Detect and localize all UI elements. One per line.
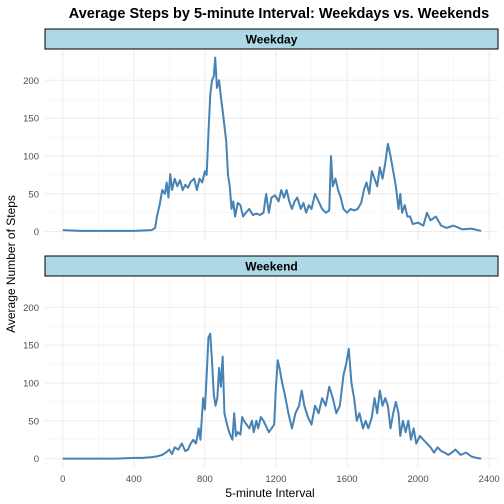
x-tick-label: 1200	[265, 474, 286, 485]
y-tick-label: 200	[23, 303, 39, 314]
x-tick-label: 0	[60, 474, 65, 485]
y-tick-label: 200	[23, 76, 39, 87]
x-tick-label: 1600	[336, 474, 357, 485]
x-tick-label: 800	[197, 474, 213, 485]
y-tick-label: 100	[23, 378, 39, 389]
y-tick-label: 0	[34, 454, 39, 465]
y-axis-label: Average Number of Steps	[4, 195, 18, 333]
facet-strip-label: Weekday	[246, 33, 298, 47]
x-axis-label: 5-minute Interval	[225, 486, 314, 500]
y-tick-label: 150	[23, 114, 39, 125]
x-tick-label: 2000	[407, 474, 428, 485]
facet-panel-weekday: Weekday 0 50 100 150 200	[23, 29, 498, 240]
y-tick-label: 50	[28, 416, 39, 427]
y-tick-label: 0	[34, 227, 39, 238]
y-tick-label: 100	[23, 151, 39, 162]
y-tick-label: 50	[28, 189, 39, 200]
facet-strip-label: Weekend	[245, 260, 297, 274]
chart-title: Average Steps by 5-minute Interval: Week…	[69, 6, 489, 22]
y-tick-label: 150	[23, 341, 39, 352]
x-tick-label: 400	[126, 474, 142, 485]
x-tick-label: 2400	[479, 474, 500, 485]
